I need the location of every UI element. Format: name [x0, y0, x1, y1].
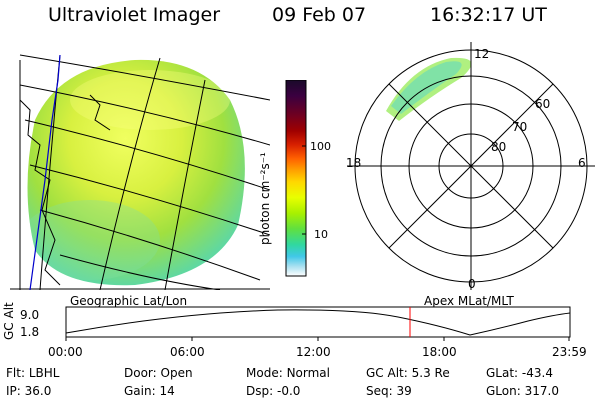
info-gc-alt: GC Alt: 5.3 Re: [366, 366, 450, 380]
altitude-axis-label: GC Alt: [2, 302, 16, 340]
mlt-label-0: 0: [468, 277, 476, 291]
altitude-xtick-1200: 12:00: [296, 345, 331, 359]
coastline: [19, 99, 61, 286]
info-door: Door: Open: [124, 366, 193, 380]
page-title: Ultraviolet Imager: [48, 4, 221, 26]
colorbar: [285, 80, 307, 277]
altitude-plot: [65, 306, 571, 341]
altitude-xtick-1800: 18:00: [422, 345, 457, 359]
altitude-xtick-2359: 23:59: [552, 345, 587, 359]
uv-disk: [27, 59, 245, 286]
mlt-label-18: 18: [346, 156, 362, 170]
altitude-xtick-0000: 00:00: [48, 345, 83, 359]
info-dsp: Dsp: -0.0: [246, 384, 301, 398]
colorbar-tick-100: 100: [310, 140, 331, 153]
lat-label-80: 80: [491, 140, 507, 154]
lat-label-60: 60: [535, 97, 551, 111]
info-seq: Seq: 39: [366, 384, 412, 398]
altitude-left-caption: Geographic Lat/Lon: [70, 294, 188, 308]
time-label: 16:32:17 UT: [430, 4, 547, 26]
altitude-ytick-min: 1.8: [20, 325, 40, 339]
altitude-curve: [65, 309, 571, 336]
altitude-ytick-max: 9.0: [20, 308, 40, 322]
geographic-image: [10, 54, 270, 290]
polar-plot: [347, 42, 595, 290]
info-flt: Flt: LBHL: [6, 366, 60, 380]
info-mode: Mode: Normal: [246, 366, 330, 380]
altitude-right-caption: Apex MLat/MLT: [424, 294, 514, 308]
info-gain: Gain: 14: [124, 384, 175, 398]
info-ip: IP: 36.0: [6, 384, 52, 398]
altitude-xtick-0600: 06:00: [170, 345, 205, 359]
lat-label-70: 70: [512, 120, 528, 134]
terminator-line: [29, 54, 61, 290]
colorbar-tick-10: 10: [314, 228, 328, 241]
mlt-label-6: 6: [578, 156, 586, 170]
mlt-label-12: 12: [474, 47, 490, 61]
date-label: 09 Feb 07: [272, 4, 367, 26]
info-glon: GLon: 317.0: [486, 384, 559, 398]
info-glat: GLat: -43.4: [486, 366, 553, 380]
colorbar-unit-text: photon cm⁻²s⁻¹: [258, 152, 272, 245]
lat-lon-grid: [19, 54, 270, 290]
